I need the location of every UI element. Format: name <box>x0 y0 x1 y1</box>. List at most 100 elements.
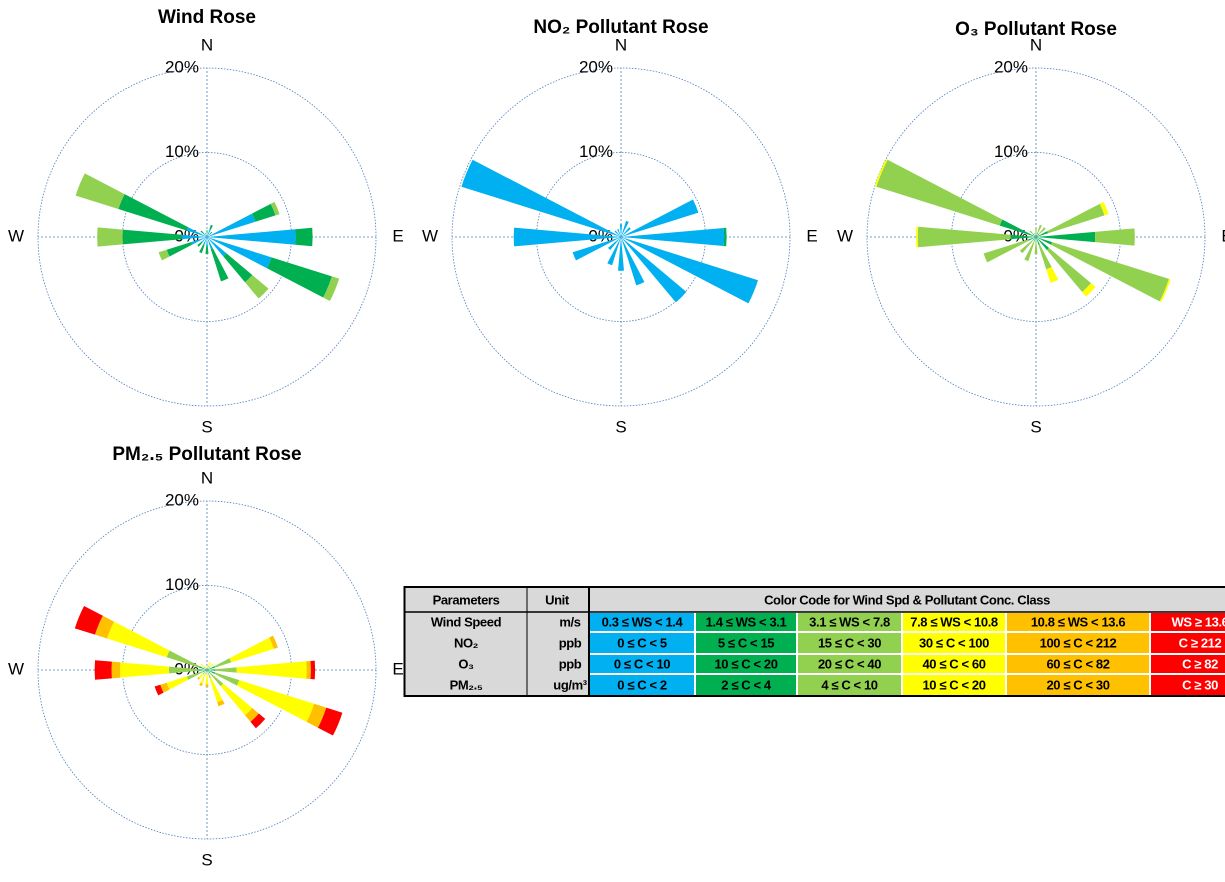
rose-segment <box>1030 231 1034 235</box>
rose-segment <box>97 227 123 246</box>
rose-segment <box>120 662 169 677</box>
rose-segment <box>210 225 213 230</box>
legend-table: Wind Speed m/s 0.3 ≤ WS < 1.4 1.4 ≤ WS < 3.… <box>404 587 1225 696</box>
chart-title: Wind Rose <box>158 7 256 28</box>
table-cell: 10 ≤ C < 20 <box>714 656 777 671</box>
table-cell: C ≥ 212 <box>1179 635 1222 650</box>
rose-segment <box>1047 204 1104 233</box>
rose-segment <box>204 234 207 237</box>
rose-segment <box>123 230 182 245</box>
r-tick-label: 20% <box>994 57 1028 76</box>
rose-segment <box>210 664 214 668</box>
table-cell: 0 ≤ C < 10 <box>614 656 670 671</box>
table-cell: ug/m³ <box>553 677 587 692</box>
rose-segment <box>215 667 236 672</box>
rose-segment <box>1033 237 1036 240</box>
compass-label: E <box>392 226 403 245</box>
table-cell: PM₂.₅ <box>450 677 483 692</box>
table-cell: 5 ≤ C < 15 <box>718 635 774 650</box>
table-cell: 10.8 ≤ WS < 13.6 <box>1031 614 1125 629</box>
table-cell: 2 ≤ C < 4 <box>721 677 772 692</box>
rose-segment <box>311 661 316 680</box>
compass-label: N <box>615 35 627 54</box>
table-cell: 4 ≤ C < 10 <box>821 677 877 692</box>
table-cell: 30 ≤ C < 100 <box>919 635 989 650</box>
rose-segment <box>210 677 223 702</box>
table-cell: NO₂ <box>454 635 479 650</box>
compass-label: N <box>201 468 213 487</box>
table-cell: 20 ≤ C < 30 <box>1046 677 1109 692</box>
table-cell: 60 ≤ C < 82 <box>1046 656 1109 671</box>
rose-segment <box>621 237 758 303</box>
table-cell: 20 ≤ C < 40 <box>818 656 881 671</box>
rose-segment <box>876 160 1002 226</box>
rose-segment <box>1046 267 1058 283</box>
rose-segment <box>236 661 306 678</box>
table-cell: m/s <box>559 614 580 629</box>
r-tick-label: 20% <box>579 57 613 76</box>
r-tick-label: 10% <box>994 142 1028 161</box>
rose-segment <box>267 257 332 297</box>
rose-segment <box>214 673 239 686</box>
rose-segment <box>206 245 209 253</box>
table-cell: Wind Speed <box>431 614 502 629</box>
table-header: Unit <box>545 592 570 607</box>
table-cell: 15 ≤ C < 30 <box>818 635 881 650</box>
rose-segment <box>918 227 1011 248</box>
table-header: Parameters <box>433 592 500 607</box>
rose-segment <box>621 237 686 302</box>
compass-label: W <box>8 659 24 678</box>
rose-segment <box>229 638 273 663</box>
rose-segment <box>206 230 207 233</box>
compass-label: S <box>201 417 212 436</box>
table-cell: 40 ≤ C < 60 <box>922 656 985 671</box>
rose-segment <box>95 660 112 680</box>
table-cell: ppb <box>559 656 582 671</box>
compass-label: W <box>422 226 438 245</box>
rose-segment <box>1039 244 1052 269</box>
table-cell: 0 ≤ C < 5 <box>617 635 667 650</box>
compass-label: N <box>1030 35 1042 54</box>
compass-label: W <box>837 226 853 245</box>
rose-segment <box>107 622 169 658</box>
rose-segment <box>202 237 207 242</box>
rose-segment <box>206 674 209 684</box>
r-tick-label: 10% <box>579 142 613 161</box>
rose-segment <box>207 234 210 237</box>
rose-segment <box>199 244 204 253</box>
table-cell: 7.8 ≤ WS < 10.8 <box>910 614 998 629</box>
rose-segment <box>207 670 210 673</box>
rose-segment <box>199 674 204 679</box>
table-cell: 100 ≤ C < 212 <box>1040 635 1117 650</box>
compass-label: W <box>8 226 24 245</box>
compass-label: S <box>1030 417 1041 436</box>
compass-label: E <box>392 659 403 678</box>
table-cell: 0 ≤ C < 2 <box>617 677 667 692</box>
rose-segment <box>1036 237 1049 250</box>
rose-segment <box>207 666 208 669</box>
table-cell: 3.1 ≤ WS < 7.8 <box>809 614 890 629</box>
rose-segment <box>205 233 206 235</box>
rose-segment <box>1035 229 1036 233</box>
table-cell: WS ≥ 13.6 <box>1171 614 1225 629</box>
compass-label: E <box>806 226 817 245</box>
table-cell: 1.4 ≤ WS < 3.1 <box>706 614 787 629</box>
compass-label: E <box>1221 226 1225 245</box>
table-cell: 10 ≤ C < 20 <box>922 677 985 692</box>
rose-segment <box>295 228 312 246</box>
rose-segment <box>621 227 631 237</box>
rose-segment <box>201 231 205 235</box>
chart-title: PM₂.₅ Pollutant Rose <box>112 444 301 465</box>
compass-label: S <box>615 417 626 436</box>
rose-segment <box>1036 234 1039 237</box>
table-cell: C ≥ 82 <box>1182 656 1218 671</box>
rose-segment <box>461 160 621 237</box>
table-cell: 0.3 ≤ WS < 1.4 <box>602 614 684 629</box>
table-cell: C ≥ 30 <box>1182 677 1218 692</box>
table-header: Color Code for Wind Spd & Pollutant Conc… <box>764 592 1050 607</box>
rose-segment <box>206 684 209 687</box>
